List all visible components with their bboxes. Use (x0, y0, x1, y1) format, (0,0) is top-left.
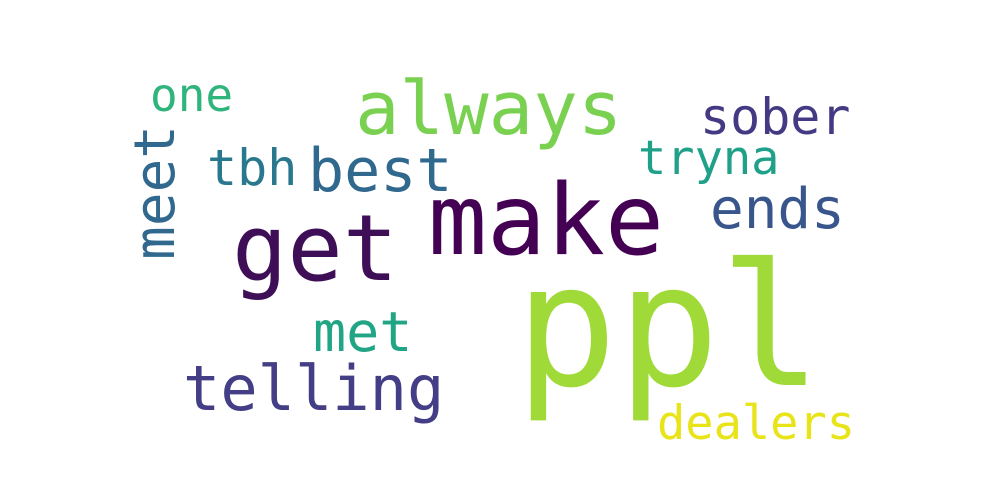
word-sober: sober (700, 88, 851, 146)
word-meet: meet (123, 125, 188, 260)
word-telling: telling (183, 352, 445, 425)
word-tbh: tbh (207, 139, 298, 197)
word-ppl: ppl (515, 228, 823, 426)
word-met: met (313, 300, 413, 364)
word-make: make (428, 164, 665, 278)
word-dealers: dealers (657, 396, 856, 451)
word-tryna: tryna (638, 131, 780, 186)
word-get: get (232, 195, 399, 302)
word-ends: ends (710, 177, 845, 242)
word-one: one (150, 68, 234, 122)
word-best: best (308, 136, 453, 206)
word-always: always (355, 66, 623, 152)
